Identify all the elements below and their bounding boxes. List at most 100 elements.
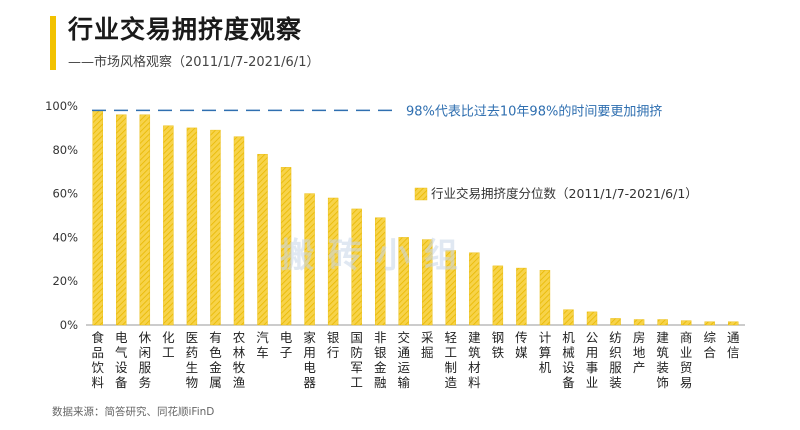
category-label-char: 电: [280, 330, 293, 345]
category-label-char: 国: [350, 330, 363, 345]
category-label-char: 药: [186, 345, 199, 360]
category-label-char: 属: [209, 375, 222, 390]
legend-swatch: [414, 187, 428, 201]
category-label-char: 综: [703, 330, 716, 345]
category-label-char: 地: [633, 345, 646, 360]
category-label-char: 织: [609, 345, 622, 360]
category-label-char: 通: [397, 345, 410, 360]
category-label-char: 饰: [656, 375, 669, 390]
category-label-char: 农: [233, 330, 246, 345]
page-subtitle: ——市场风格观察（2011/1/7-2021/6/1）: [68, 55, 320, 70]
category-label-char: 非: [374, 330, 387, 345]
category-label-char: 牧: [233, 360, 246, 375]
category-label-char: 闲: [139, 345, 152, 360]
category-label-char: 工: [350, 375, 363, 390]
y-tick-label: 60%: [52, 187, 78, 201]
category-label-char: 筑: [468, 345, 481, 360]
category-label-char: 子: [280, 345, 293, 360]
category-label-char: 防: [350, 345, 363, 360]
title-accent-bar: [50, 16, 56, 70]
category-label-char: 传: [515, 330, 528, 345]
category-label-char: 事: [586, 360, 599, 375]
category-label-char: 服: [139, 360, 152, 375]
category-label-char: 食: [92, 330, 105, 345]
category-label-char: 生: [186, 360, 199, 375]
category-label-char: 料: [92, 375, 105, 390]
bar: [657, 319, 668, 326]
category-label-char: 公: [586, 330, 599, 345]
category-label-char: 装: [656, 360, 669, 375]
category-label-char: 务: [139, 375, 152, 390]
category-label-char: 饮: [92, 360, 105, 375]
category-label-char: 制: [445, 360, 458, 375]
category-label-char: 物: [186, 375, 199, 390]
category-label-char: 运: [397, 360, 410, 375]
category-label-char: 有: [209, 330, 222, 345]
category-label-char: 工: [445, 345, 458, 360]
category-label-char: 化: [162, 330, 175, 345]
data-source-note: 数据来源：简答研究、同花顺iFinD: [52, 406, 215, 418]
category-label-char: 贸: [680, 360, 693, 375]
category-label-char: 械: [562, 345, 575, 360]
bar: [539, 270, 551, 326]
category-label-char: 业: [680, 345, 693, 360]
category-label-char: 计: [539, 330, 552, 345]
category-label-char: 电: [115, 330, 128, 345]
bar: [304, 193, 315, 326]
bar: [163, 125, 174, 326]
category-label-char: 筑: [656, 345, 669, 360]
category-label-char: 造: [445, 375, 458, 390]
category-label-char: 机: [562, 330, 575, 345]
category-label-char: 银: [327, 330, 340, 345]
reference-annotation: 98%代表比过去10年98%的时间要更加拥挤: [406, 103, 662, 119]
category-label-char: 建: [656, 330, 669, 345]
category-label-char: 家: [303, 330, 316, 345]
bar: [516, 267, 527, 326]
bar: [139, 114, 151, 326]
category-label-char: 车: [256, 345, 269, 360]
bar: [633, 319, 645, 326]
category-label-char: 设: [115, 360, 128, 375]
bar: [728, 321, 739, 326]
category-label-char: 器: [303, 375, 316, 390]
legend-label: 行业交易拥挤度分位数（2011/1/7-2021/6/1）: [431, 186, 698, 201]
bar: [186, 127, 198, 326]
category-label-char: 合: [703, 345, 716, 360]
category-label-char: 备: [562, 375, 575, 390]
page-title: 行业交易拥挤度观察: [68, 15, 303, 44]
y-tick-label: 80%: [52, 143, 78, 157]
category-label-char: 渔: [233, 375, 246, 390]
bar: [680, 320, 692, 326]
category-label-char: 品: [92, 345, 105, 360]
category-label-char: 商: [680, 330, 693, 345]
watermark: 搬砖小组: [280, 236, 472, 276]
category-label-char: 电: [303, 360, 316, 375]
category-label-char: 易: [680, 375, 693, 390]
category-label-char: 算: [539, 345, 552, 360]
bar: [327, 197, 339, 326]
category-label-char: 工: [162, 345, 175, 360]
category-label-char: 产: [633, 360, 646, 375]
bar: [280, 167, 292, 326]
category-label-char: 材: [468, 360, 481, 375]
bar: [445, 250, 457, 326]
category-label-char: 医: [186, 330, 199, 345]
category-label-char: 军: [350, 360, 363, 375]
category-label-char: 用: [586, 345, 599, 360]
bar: [563, 309, 574, 326]
category-label-char: 装: [609, 375, 622, 390]
category-label-char: 房: [633, 330, 646, 345]
bar: [351, 208, 362, 326]
y-tick-label: 100%: [45, 99, 78, 113]
category-label-char: 料: [468, 375, 481, 390]
y-tick-label: 40%: [52, 230, 78, 244]
bar: [398, 237, 409, 326]
y-tick-label: 0%: [60, 318, 78, 332]
category-label-char: 色: [209, 345, 222, 360]
category-label-char: 用: [303, 345, 316, 360]
category-label-char: 掘: [421, 345, 434, 360]
y-tick-label: 20%: [52, 274, 78, 288]
category-label-char: 银: [374, 345, 387, 360]
category-label-char: 交: [397, 330, 410, 345]
category-label-char: 业: [586, 375, 599, 390]
